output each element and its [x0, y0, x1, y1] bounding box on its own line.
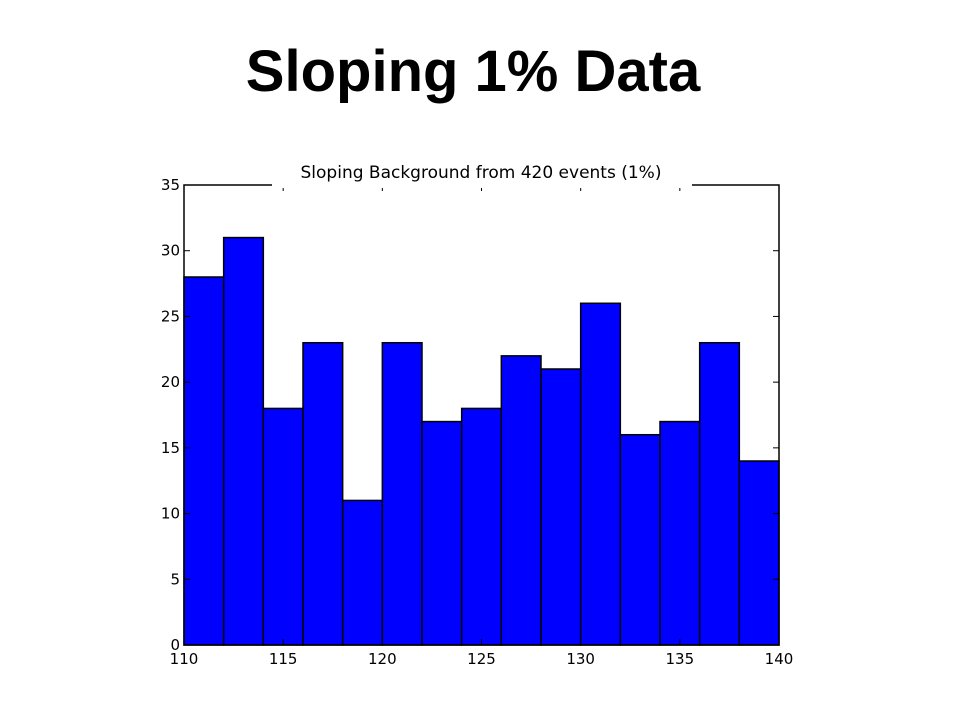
histogram-bar	[460, 407, 503, 646]
histogram-bar	[222, 236, 265, 646]
chart-title: Sloping Background from 420 events (1%)	[301, 163, 662, 183]
x-tick-label: 140	[765, 650, 794, 668]
y-tick-label: 25	[161, 307, 180, 325]
x-tick-label: 130	[566, 650, 595, 668]
histogram-bar	[698, 341, 741, 646]
histogram-bar	[262, 407, 304, 646]
y-tick-label: 0	[170, 636, 180, 654]
y-tick-label: 35	[161, 176, 180, 194]
histogram-bar	[421, 420, 463, 646]
bars-layer	[183, 236, 780, 646]
x-tick-label: 110	[170, 650, 199, 668]
slide-title: Sloping 1% Data	[245, 39, 701, 104]
x-tick-label: 125	[467, 650, 496, 668]
histogram-bar	[341, 499, 384, 646]
histogram-bar	[381, 341, 423, 646]
y-tick-label: 30	[161, 242, 180, 260]
histogram-bar	[540, 368, 582, 646]
histogram-bar	[183, 276, 225, 646]
histogram-bar	[619, 433, 661, 646]
y-tick-labels: 0 5 10 15 20 25 30 35	[161, 176, 180, 654]
chart-title-background	[272, 160, 692, 188]
histogram-bar	[302, 341, 344, 646]
x-tick-label: 115	[269, 650, 298, 668]
y-tick-label: 15	[161, 439, 180, 457]
histogram-bar	[500, 355, 542, 646]
x-tick-labels: 110 115 120 125 130 135 140	[170, 650, 794, 668]
x-tick-label: 135	[666, 650, 695, 668]
y-tick-label: 20	[161, 373, 180, 391]
histogram-bar	[738, 460, 780, 646]
x-tick-label: 120	[368, 650, 397, 668]
histogram-bar	[579, 302, 622, 646]
y-tick-label: 5	[170, 570, 180, 588]
histogram-bar	[659, 420, 701, 646]
y-tick-label: 10	[161, 505, 180, 523]
